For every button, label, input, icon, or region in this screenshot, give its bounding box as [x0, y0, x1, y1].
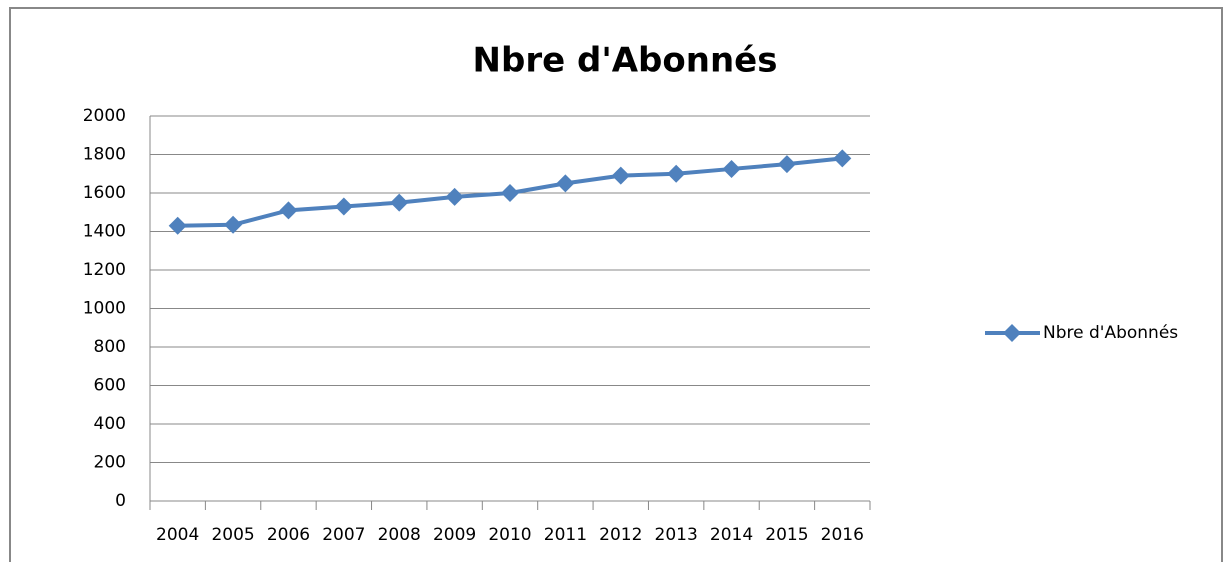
y-tick-label: 800 [94, 337, 126, 357]
x-tick-label: 2004 [156, 525, 199, 545]
y-tick-label: 1800 [83, 145, 126, 165]
x-tick-label: 2012 [599, 525, 642, 545]
data-point [667, 164, 686, 183]
x-tick-label: 2016 [821, 525, 864, 545]
y-tick-label: 400 [94, 414, 126, 434]
y-tick-label: 200 [94, 453, 126, 473]
x-tick-label: 2010 [488, 525, 531, 545]
x-tick-label: 2015 [765, 525, 808, 545]
x-tick-label: 2013 [655, 525, 698, 545]
data-point [833, 149, 852, 168]
y-tick-label: 1400 [83, 222, 126, 242]
x-tick-label: 2009 [433, 525, 476, 545]
data-point [556, 174, 575, 193]
y-tick-label: 1600 [83, 183, 126, 203]
x-tick-label: 2005 [211, 525, 254, 545]
data-point [168, 216, 187, 235]
y-tick-label: 2000 [83, 106, 126, 126]
chart-frame [9, 7, 1223, 562]
x-tick-label: 2014 [710, 525, 753, 545]
data-point [722, 159, 741, 178]
x-tick-label: 2006 [267, 525, 310, 545]
x-tick-label: 2011 [544, 525, 587, 545]
x-tick-label: 2007 [322, 525, 365, 545]
x-tick-label: 2008 [378, 525, 421, 545]
chart-title: Nbre d'Abonnés [473, 41, 778, 81]
data-point [390, 193, 409, 212]
data-point [279, 201, 298, 220]
legend-marker [1003, 324, 1021, 342]
data-point [777, 155, 796, 174]
data-point [334, 197, 353, 216]
data-point [224, 215, 243, 234]
data-point [501, 184, 519, 202]
y-tick-label: 600 [94, 376, 126, 396]
y-tick-label: 0 [115, 491, 126, 511]
legend-label: Nbre d'Abonnés [1043, 323, 1178, 343]
y-tick-label: 1200 [83, 260, 126, 280]
y-tick-label: 1000 [83, 299, 126, 319]
data-point [611, 166, 630, 185]
data-point [445, 187, 464, 206]
